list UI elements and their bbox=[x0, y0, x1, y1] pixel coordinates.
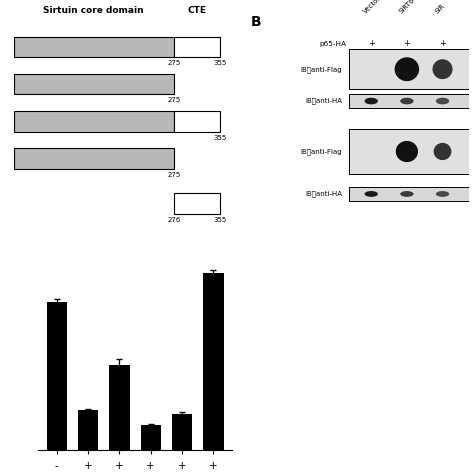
Text: 275: 275 bbox=[167, 60, 181, 66]
Ellipse shape bbox=[434, 143, 451, 160]
Text: SIR: SIR bbox=[434, 3, 446, 15]
Text: +: + bbox=[146, 461, 155, 471]
Bar bbox=[349, 187, 469, 201]
Bar bbox=[46, 302, 67, 450]
Bar bbox=[349, 129, 469, 174]
Ellipse shape bbox=[396, 141, 418, 162]
Text: +: + bbox=[115, 461, 124, 471]
Ellipse shape bbox=[432, 59, 453, 79]
Text: 275: 275 bbox=[167, 172, 181, 178]
Text: +: + bbox=[403, 39, 410, 48]
Text: p65-HA: p65-HA bbox=[320, 41, 346, 47]
Ellipse shape bbox=[436, 191, 449, 197]
Text: CTE: CTE bbox=[187, 6, 207, 15]
Bar bbox=[172, 414, 192, 450]
Bar bbox=[14, 148, 174, 169]
Text: B: B bbox=[251, 15, 262, 29]
Ellipse shape bbox=[400, 191, 413, 197]
Text: +: + bbox=[209, 461, 218, 471]
Text: 355: 355 bbox=[213, 217, 227, 223]
Text: 276: 276 bbox=[168, 217, 181, 223]
Ellipse shape bbox=[400, 98, 413, 104]
Text: +: + bbox=[368, 39, 374, 48]
Text: IB：anti-Flag: IB：anti-Flag bbox=[301, 148, 342, 155]
Text: IB：anti-Flag: IB：anti-Flag bbox=[301, 66, 342, 73]
Bar bbox=[14, 74, 174, 94]
Text: SIRT6-FL: SIRT6-FL bbox=[398, 0, 423, 15]
Text: +: + bbox=[178, 461, 186, 471]
Text: -: - bbox=[55, 461, 59, 471]
Text: +: + bbox=[439, 39, 446, 48]
Bar bbox=[14, 36, 174, 57]
Text: IB：anti-HA: IB：anti-HA bbox=[305, 191, 342, 197]
Bar bbox=[174, 36, 220, 57]
Bar bbox=[14, 111, 174, 132]
Bar bbox=[78, 410, 98, 450]
Text: Sirtuin core domain: Sirtuin core domain bbox=[44, 6, 144, 15]
Text: Vector: Vector bbox=[362, 0, 383, 15]
Ellipse shape bbox=[365, 98, 378, 104]
Text: IB：anti-HA: IB：anti-HA bbox=[305, 98, 342, 104]
Bar bbox=[203, 273, 224, 450]
Text: +: + bbox=[84, 461, 92, 471]
Ellipse shape bbox=[436, 98, 449, 104]
Bar bbox=[349, 94, 469, 108]
Ellipse shape bbox=[395, 57, 419, 81]
Bar bbox=[174, 111, 220, 132]
Bar bbox=[141, 425, 161, 450]
Ellipse shape bbox=[365, 191, 378, 197]
Bar bbox=[109, 365, 129, 450]
Text: 355: 355 bbox=[213, 60, 227, 66]
Text: 275: 275 bbox=[167, 97, 181, 103]
Bar bbox=[349, 49, 469, 89]
Bar bbox=[174, 193, 220, 214]
Text: 355: 355 bbox=[213, 135, 227, 141]
